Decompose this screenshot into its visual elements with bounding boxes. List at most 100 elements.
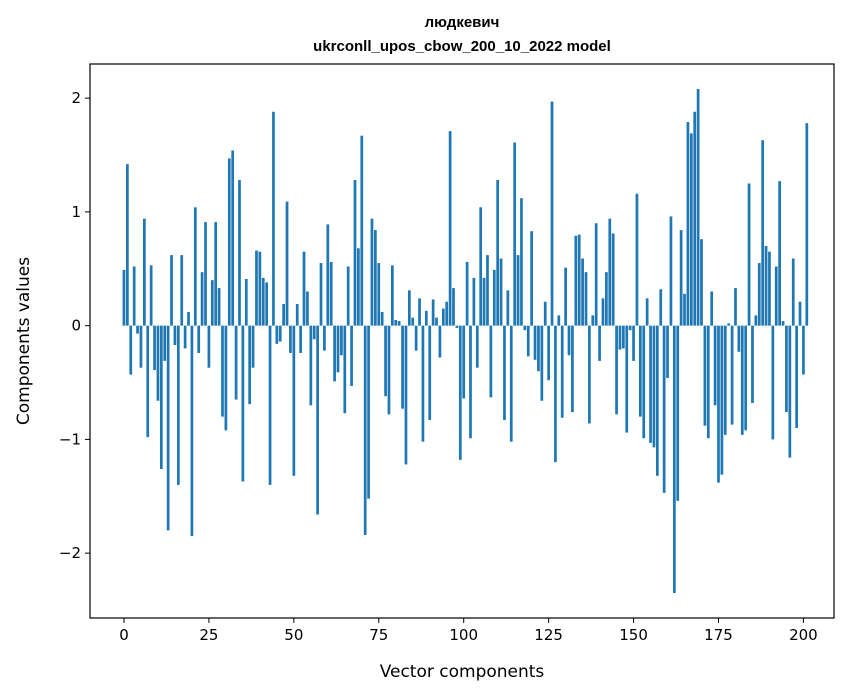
bar-29 bbox=[221, 325, 224, 417]
bar-179 bbox=[730, 325, 734, 425]
bar-188 bbox=[761, 140, 765, 326]
bar-44 bbox=[272, 111, 275, 326]
bar-133 bbox=[574, 235, 578, 326]
bar-96 bbox=[448, 131, 452, 326]
bar-88 bbox=[421, 325, 425, 442]
bar-22 bbox=[197, 325, 201, 353]
bar-47 bbox=[282, 304, 285, 326]
bar-147 bbox=[622, 325, 625, 349]
bar-69 bbox=[357, 248, 360, 326]
bar-59 bbox=[323, 325, 326, 351]
bar-27 bbox=[214, 222, 218, 326]
bar-95 bbox=[445, 301, 449, 326]
bar-174 bbox=[713, 325, 717, 406]
bar-160 bbox=[666, 325, 669, 378]
bar-121 bbox=[533, 325, 537, 360]
bar-86 bbox=[414, 325, 418, 351]
bar-151 bbox=[635, 193, 639, 326]
bar-17 bbox=[180, 255, 184, 326]
bar-200 bbox=[802, 325, 805, 375]
bar-52 bbox=[299, 325, 302, 353]
bar-89 bbox=[424, 310, 428, 326]
bar-141 bbox=[601, 298, 605, 326]
bar-145 bbox=[615, 325, 618, 415]
chart-title-line2: ukrconll_upos_cbow_200_10_2022 model bbox=[313, 38, 611, 55]
bar-135 bbox=[581, 258, 584, 326]
bar-103 bbox=[472, 277, 476, 326]
bar-64 bbox=[340, 325, 343, 356]
bar-31 bbox=[227, 158, 231, 326]
bar-3 bbox=[132, 266, 136, 326]
x-tick-label: 50 bbox=[284, 626, 303, 644]
bar-181 bbox=[737, 325, 741, 352]
bar-48 bbox=[285, 201, 289, 326]
bar-28 bbox=[217, 288, 221, 326]
bar-49 bbox=[289, 325, 292, 353]
bar-156 bbox=[652, 325, 656, 448]
bar-171 bbox=[703, 325, 707, 426]
bar-78 bbox=[387, 325, 391, 415]
plot-frame bbox=[89, 63, 835, 619]
bar-149 bbox=[628, 325, 632, 331]
bar-93 bbox=[438, 325, 442, 358]
bar-110 bbox=[496, 180, 500, 326]
bar-82 bbox=[401, 325, 404, 409]
bar-87 bbox=[418, 298, 421, 326]
bar-42 bbox=[265, 282, 269, 326]
bar-76 bbox=[380, 311, 384, 326]
bar-81 bbox=[397, 321, 401, 326]
bar-142 bbox=[605, 272, 608, 326]
bar-7 bbox=[146, 325, 150, 438]
bar-90 bbox=[428, 325, 432, 421]
bar-36 bbox=[244, 279, 248, 326]
bar-123 bbox=[540, 325, 544, 401]
bar-155 bbox=[649, 325, 652, 443]
bar-54 bbox=[306, 291, 309, 326]
bar-45 bbox=[275, 325, 279, 344]
bar-57 bbox=[316, 325, 319, 515]
bar-165 bbox=[683, 293, 686, 326]
bar-183 bbox=[744, 325, 748, 431]
bar-150 bbox=[632, 325, 635, 361]
bar-190 bbox=[768, 251, 771, 326]
bar-175 bbox=[717, 325, 720, 483]
bar-159 bbox=[662, 325, 666, 493]
bar-2 bbox=[129, 325, 133, 375]
bar-196 bbox=[788, 325, 792, 458]
bar-12 bbox=[163, 325, 167, 361]
bar-19 bbox=[187, 311, 190, 326]
bar-24 bbox=[204, 222, 207, 326]
bar-23 bbox=[200, 272, 204, 326]
bar-195 bbox=[785, 325, 788, 413]
bar-201 bbox=[805, 123, 809, 326]
bar-167 bbox=[689, 133, 693, 326]
bar-58 bbox=[319, 263, 323, 326]
bar-168 bbox=[693, 111, 697, 326]
y-tick-label: −1 bbox=[59, 430, 81, 448]
bar-119 bbox=[526, 325, 530, 357]
bar-94 bbox=[441, 308, 445, 326]
bar-129 bbox=[560, 325, 564, 418]
bar-91 bbox=[431, 299, 435, 326]
bar-136 bbox=[584, 272, 588, 326]
x-tick-label: 0 bbox=[119, 626, 129, 644]
bar-26 bbox=[210, 280, 214, 326]
x-tick-label: 150 bbox=[619, 626, 648, 644]
bar-25 bbox=[207, 325, 211, 368]
x-tick-label: 100 bbox=[449, 626, 478, 644]
bar-74 bbox=[374, 230, 377, 326]
bar-172 bbox=[706, 325, 710, 439]
bar-21 bbox=[193, 207, 197, 326]
bar-14 bbox=[170, 255, 173, 326]
bar-128 bbox=[557, 315, 561, 326]
bar-84 bbox=[407, 290, 411, 326]
bar-169 bbox=[696, 89, 700, 326]
bar-41 bbox=[261, 277, 265, 326]
bar-118 bbox=[523, 325, 527, 331]
bar-97 bbox=[452, 288, 455, 326]
bar-6 bbox=[143, 218, 146, 326]
bar-37 bbox=[248, 325, 252, 405]
bar-116 bbox=[516, 255, 520, 326]
bar-108 bbox=[489, 325, 493, 398]
